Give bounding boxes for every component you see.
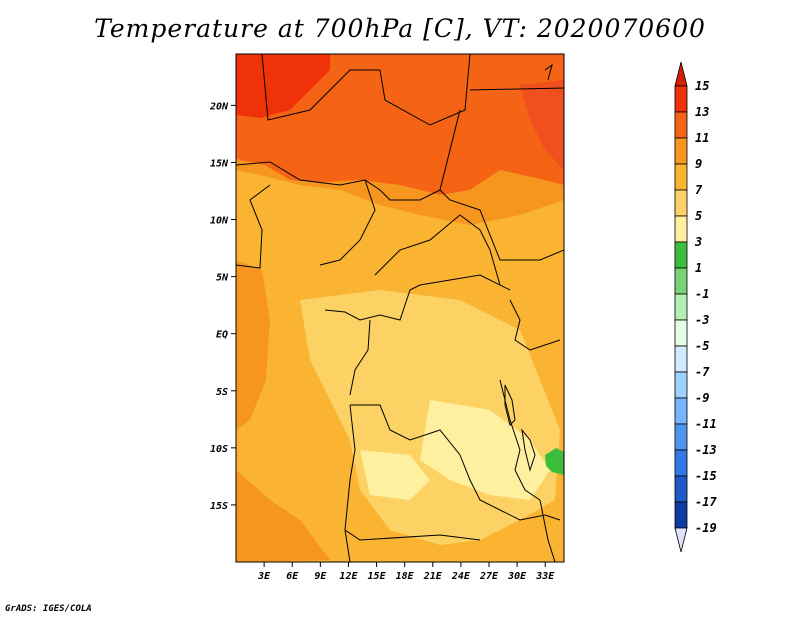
colorbar-label: -19 [695,521,717,535]
temperature-field [236,54,564,562]
border-path-4 [439,189,564,261]
contour-3-5-south [360,450,430,500]
x-tick-label: 24E [451,571,471,582]
colorbar-swatch [674,475,688,503]
colorbar-label: 9 [695,157,702,171]
border-path-6 [319,179,376,266]
y-tick-label: 20N [209,101,229,112]
colorbar-label: 3 [694,235,702,249]
x-tick-label: 21E [423,571,443,582]
colorbar-swatch [674,189,688,217]
border-path-8 [324,274,511,321]
colorbar-swatch [674,319,688,347]
border-path-7 [374,214,501,286]
colorbar-label: -11 [695,417,717,431]
colorbar-label: 7 [695,183,703,197]
contour-13-15-northeast [520,80,564,170]
colorbar-label: -15 [695,469,717,483]
x-tick-label: 27E [479,571,499,582]
country-borders [236,54,564,562]
colorbar-label: 11 [695,131,709,145]
border-path-14 [499,509,561,521]
colorbar-bottom-arrow [674,527,688,553]
border-path-15 [344,529,351,562]
colorbar-swatch [674,449,688,477]
colorbar-swatch [674,215,688,243]
x-tick-label: 3E [257,571,271,582]
contour-9-11-west [236,260,270,430]
y-axis: 20N 15N 10N 5N EQ 5S 10S 15S [209,101,236,512]
y-tick-label: 15N [210,158,229,169]
colorbar-label: -5 [695,339,709,353]
contour-1-3-green [545,448,564,475]
lake-outline-1 [504,384,516,426]
contour-13-15-northwest [236,54,330,118]
colorbar-label: 13 [695,105,709,119]
colorbar-swatch [674,397,688,425]
colorbar-label: 1 [695,261,702,275]
x-tick-label: 15E [368,571,387,582]
colorbar-label: -13 [695,443,717,457]
y-tick-label: 15S [210,501,228,512]
x-tick-label: 18E [396,571,415,582]
y-tick-label: 5S [216,387,228,398]
border-path-10 [350,404,501,511]
x-tick-label: 6E [286,571,299,582]
map-frame [235,53,565,563]
x-tick-label: 9E [314,571,327,582]
colorbar-swatch [674,501,688,529]
map-title: Temperature at 700hPa [C], VT: 202007060… [94,14,706,43]
colorbar-swatch [674,423,688,451]
border-path-3 [236,109,461,201]
border-path-12 [499,379,541,501]
colorbar-label: -17 [695,495,717,509]
x-axis: 3E 6E 9E 12E 15E 18E 21E 24E 27E 30E 33E [257,562,555,582]
border-path-5 [236,184,271,269]
colorbar-swatch [674,371,688,399]
y-tick-label: EQ [216,330,228,341]
colorbar-label: 5 [695,209,702,223]
border-path-16 [539,499,556,562]
colorbar-swatch [674,163,688,191]
border-path-9 [349,319,371,396]
colorbar-top-arrow [674,61,688,87]
colorbar-swatch [674,345,688,373]
border-path-13 [509,299,561,351]
x-tick-label: 30E [507,571,527,582]
colorbar-label: 15 [695,79,709,93]
y-tick-label: 10S [210,444,228,455]
colorbar-swatch [674,111,688,139]
colorbar-label: -9 [695,391,709,405]
coast-east [544,63,553,81]
x-tick-label: 12E [339,571,358,582]
lake-outline-2 [521,428,536,472]
colorbar-swatch [674,293,688,321]
border-path-1 [261,54,471,126]
colorbar: 15 13 11 9 7 5 3 1 -1 -3 -5 -7 -9 -11 -13 -15 -17 -19 [674,61,717,553]
colorbar-swatch [674,241,688,269]
colorbar-label: -7 [695,365,710,379]
colorbar-swatch [674,85,688,113]
grads-credit: GrADS: IGES/COLA [5,604,92,614]
border-path-2 [469,87,564,91]
y-tick-label: 5N [216,273,229,284]
y-tick-label: 10N [210,216,229,227]
colorbar-swatch [674,137,688,165]
x-tick-label: 33E [535,571,555,582]
colorbar-label: -1 [695,287,709,301]
colorbar-swatch [674,267,688,295]
colorbar-label: -3 [695,313,709,327]
contour-9-11-southwest [236,470,330,562]
